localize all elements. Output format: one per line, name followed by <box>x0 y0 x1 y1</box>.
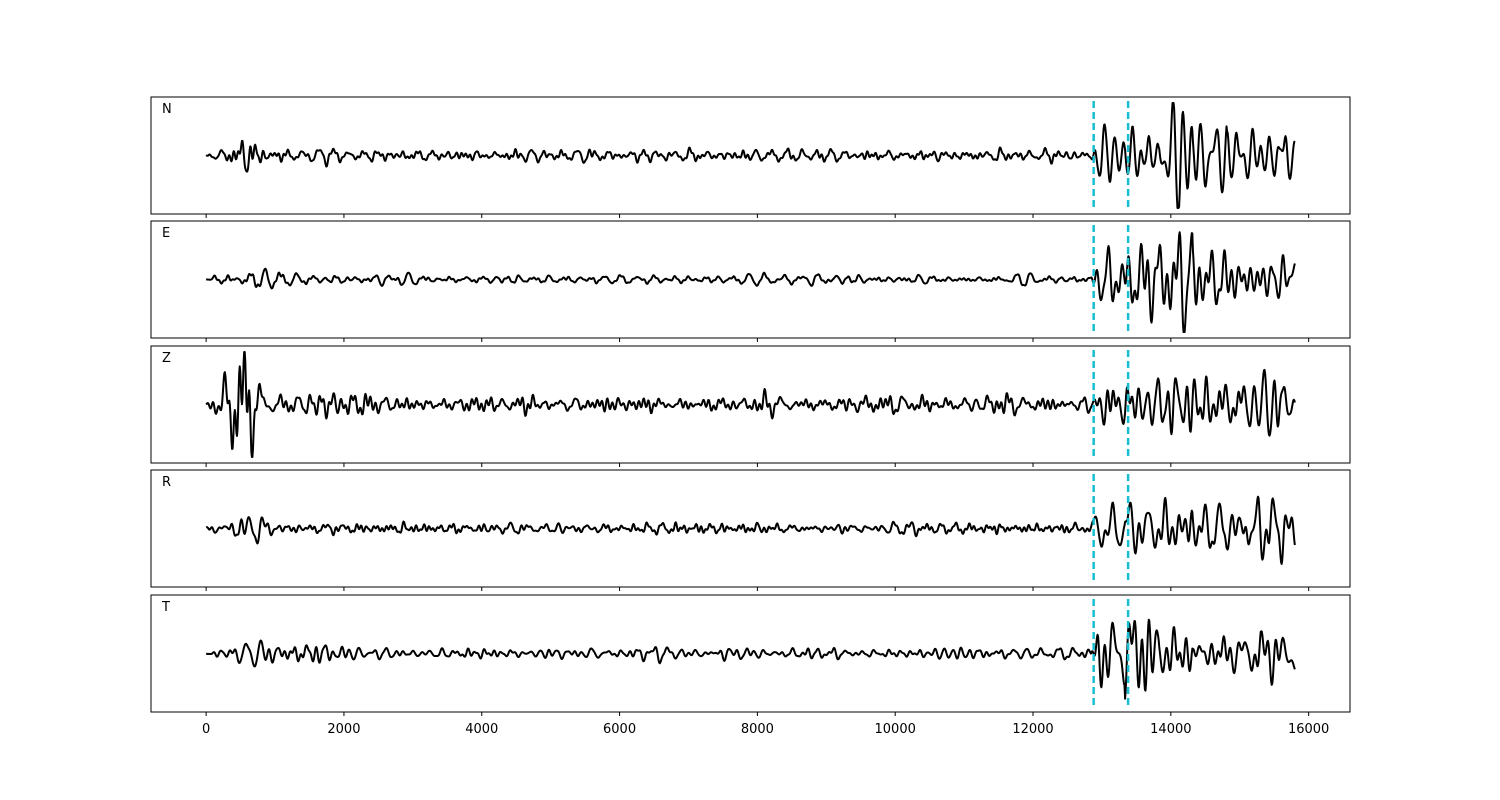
x-tick-label: 10000 <box>875 722 916 737</box>
x-tick-label: 6000 <box>603 722 636 737</box>
panel-label: N <box>162 102 172 117</box>
waveform-line <box>205 495 1296 565</box>
x-tick-label: 2000 <box>327 722 360 737</box>
panel-r: R <box>150 469 1351 591</box>
x-tick-label: 4000 <box>465 722 498 737</box>
waveform-line <box>205 102 1296 209</box>
panel-frame <box>150 96 1351 215</box>
panel-z: Z <box>150 345 1351 467</box>
x-tick-label: 0 <box>202 722 210 737</box>
waveform-line <box>205 618 1296 700</box>
panel-label: Z <box>162 351 171 366</box>
panel-n: N <box>150 96 1351 218</box>
panel-e: E <box>150 220 1351 342</box>
panel-frame <box>150 594 1351 713</box>
x-tick-label: 16000 <box>1288 722 1329 737</box>
x-tick-label: 14000 <box>1150 722 1191 737</box>
panel-label: R <box>162 475 171 490</box>
waveform-panels: N E Z R T <box>150 96 1351 716</box>
panel-label: E <box>162 226 170 241</box>
waveform-line <box>205 231 1296 333</box>
panel-frame <box>150 469 1351 588</box>
x-axis: 0 2000 4000 6000 8000 10000 12000 14000 16000 <box>202 722 1329 737</box>
panel-frame <box>150 345 1351 464</box>
waveform-line <box>205 351 1296 458</box>
x-tick-label: 12000 <box>1012 722 1053 737</box>
panel-label: T <box>161 600 170 615</box>
panel-t: T <box>150 594 1351 716</box>
panel-frame <box>150 220 1351 339</box>
x-tick-label: 8000 <box>741 722 774 737</box>
